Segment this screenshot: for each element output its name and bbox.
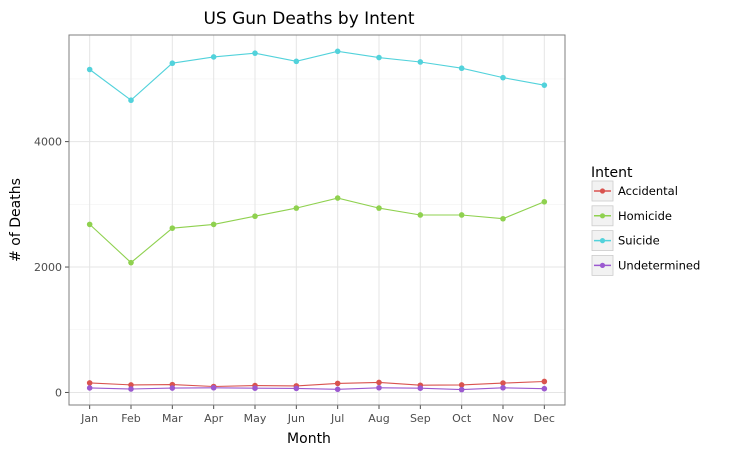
data-point-suicide (500, 74, 506, 81)
data-point-homicide (500, 215, 506, 222)
legend-label-undetermined: Undetermined (618, 258, 700, 272)
legend-marker-homicide (599, 213, 606, 219)
y-tick-label: 4000 (34, 136, 62, 149)
x-tick-label: Aug (368, 412, 389, 425)
x-tick-label: Jul (330, 412, 344, 425)
x-tick-label: Oct (452, 412, 472, 425)
data-point-accidental (458, 382, 465, 388)
x-axis-title: Month (287, 431, 331, 447)
series-line-homicide (89, 197, 545, 264)
data-point-undetermined (541, 385, 548, 392)
x-tick-label: Sep (410, 412, 431, 425)
data-point-suicide (376, 54, 382, 61)
series-line-suicide (89, 50, 545, 101)
data-point-homicide (417, 212, 424, 218)
data-point-undetermined (86, 385, 93, 391)
data-point-undetermined (334, 386, 341, 393)
grid (69, 35, 565, 405)
y-tick-label: 0 (55, 386, 62, 399)
data-point-homicide (128, 259, 134, 266)
data-point-suicide (334, 48, 341, 55)
y-tick-label: 2000 (34, 261, 62, 274)
x-tick-label: Mar (162, 412, 183, 425)
data-point-undetermined (210, 384, 217, 391)
data-point-homicide (376, 205, 382, 211)
plot-border (68, 34, 566, 406)
data-point-homicide (541, 199, 548, 205)
data-point-homicide (210, 221, 217, 228)
x-axis-ticks: Jan Feb Mar Apr May Jun Jul Aug Sep Oct Nov Dec (80, 405, 555, 425)
data-point-homicide (169, 225, 176, 231)
legend-label-accidental: Accidental (618, 184, 678, 198)
data-point-accidental (86, 380, 93, 386)
data-point-undetermined (376, 384, 382, 391)
data-point-undetermined (458, 386, 465, 393)
data-point-accidental (500, 380, 506, 386)
data-point-homicide (293, 205, 300, 211)
data-point-suicide (458, 65, 465, 72)
legend-marker-undetermined (599, 262, 606, 268)
x-tick-label: Feb (121, 412, 140, 425)
legend-label-homicide: Homicide (618, 209, 672, 223)
data-point-accidental (541, 378, 548, 385)
data-point-suicide (417, 59, 424, 65)
legend-marker-accidental (599, 188, 606, 194)
x-tick-label: Dec (534, 412, 555, 425)
y-axis-title: # of Deaths (8, 178, 24, 262)
data-point-suicide (252, 50, 258, 56)
data-point-undetermined (293, 385, 300, 392)
x-tick-label: Apr (204, 412, 224, 425)
data-point-suicide (128, 97, 134, 104)
data-point-undetermined (128, 386, 134, 392)
data-point-homicide (334, 195, 341, 201)
data-point-undetermined (169, 385, 176, 391)
x-tick-label: Jan (80, 412, 98, 425)
legend: Intent Accidental Homicide Suicide Undeterm… (591, 165, 700, 276)
data-point-homicide (458, 212, 465, 218)
data-point-suicide (293, 58, 300, 65)
data-point-undetermined (417, 385, 424, 391)
data-point-homicide (252, 213, 258, 220)
y-axis-ticks: 0 2000 4000 (34, 136, 69, 399)
data-point-undetermined (252, 385, 258, 391)
series-line-accidental (89, 380, 545, 388)
x-tick-label: May (244, 412, 267, 425)
data-point-homicide (86, 221, 93, 228)
data-point-suicide (541, 82, 548, 88)
legend-label-suicide: Suicide (618, 234, 660, 248)
data-point-suicide (169, 60, 176, 67)
series-line-undetermined (89, 387, 545, 391)
data-point-accidental (128, 382, 134, 388)
x-tick-label: Jun (287, 412, 305, 425)
x-tick-label: Nov (492, 412, 514, 425)
data-point-undetermined (500, 384, 506, 391)
data-point-accidental (376, 379, 382, 386)
data-point-accidental (334, 380, 341, 387)
chart-title: US Gun Deaths by Intent (203, 9, 414, 29)
data-point-suicide (210, 54, 217, 60)
data-point-suicide (86, 66, 93, 73)
legend-title: Intent (591, 165, 633, 181)
legend-marker-suicide (599, 238, 606, 244)
series-layer (86, 48, 548, 393)
